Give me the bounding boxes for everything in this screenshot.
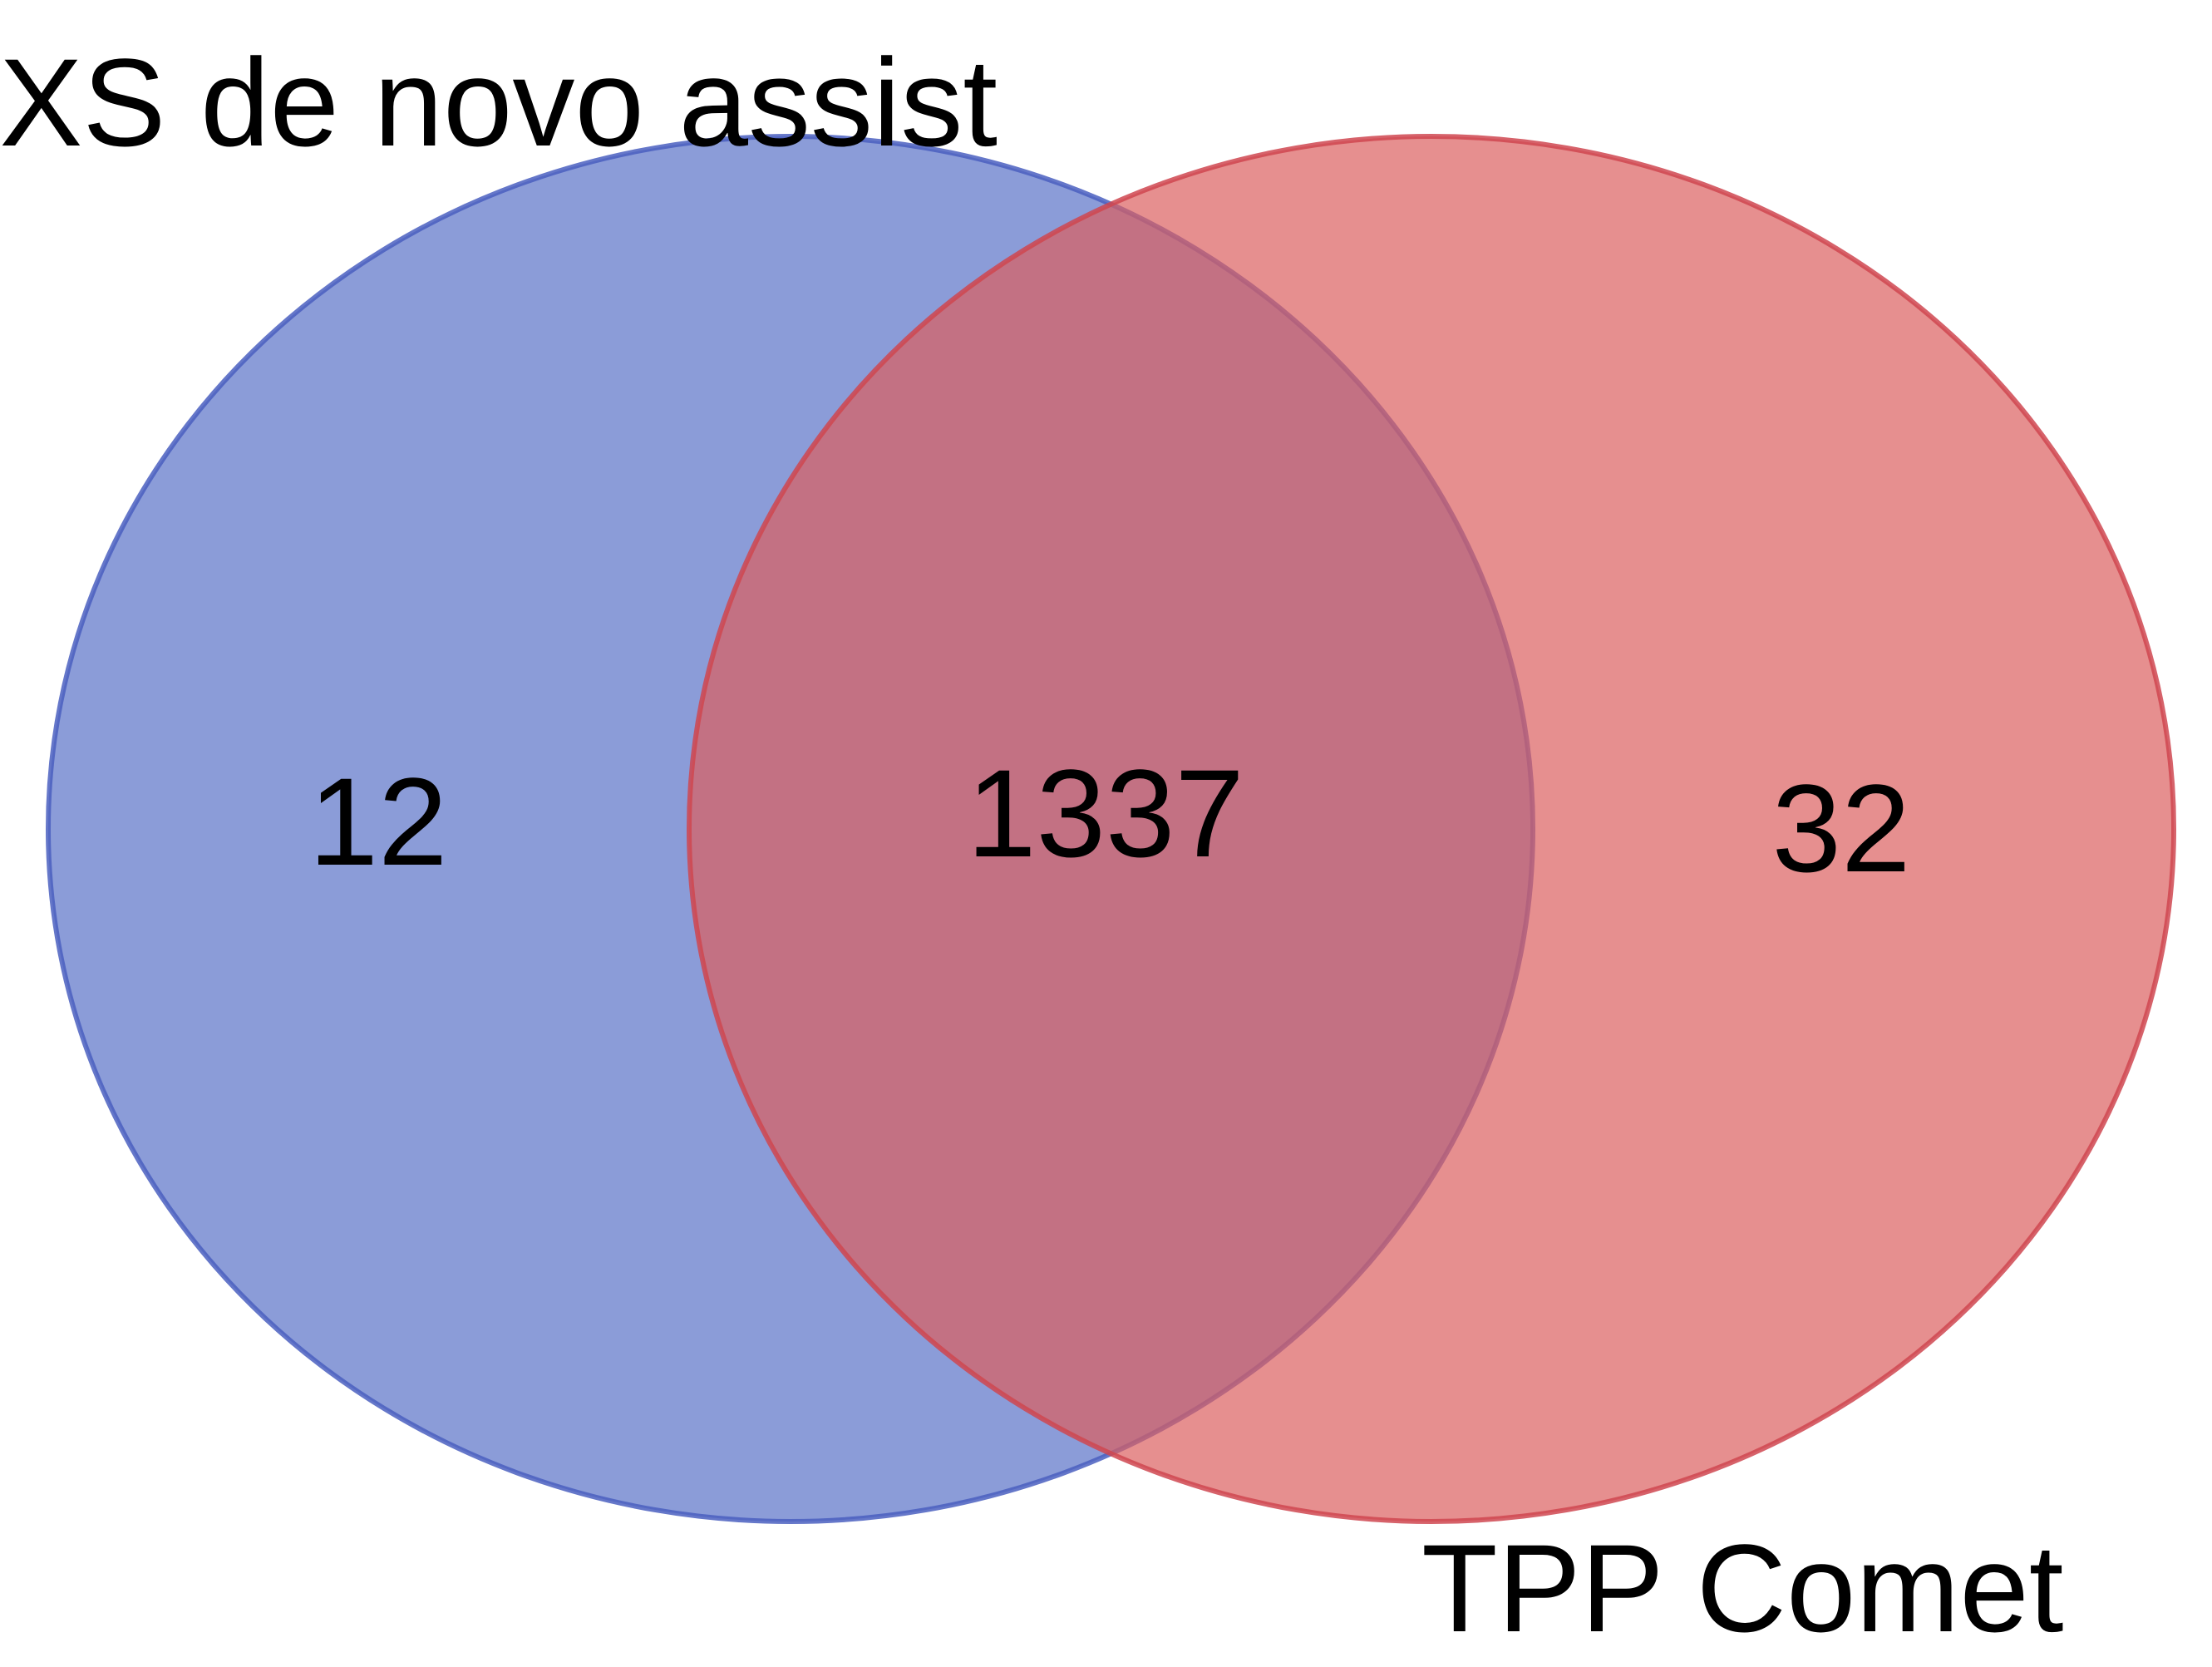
intersection-count: 1337 <box>967 743 1244 883</box>
only-b-count: 32 <box>1772 758 1911 898</box>
set-b-label: TPP Comet <box>1421 1518 2064 1658</box>
only-a-count: 12 <box>309 752 448 891</box>
set-a-label: XS de novo assist <box>0 32 998 172</box>
set-b-circle <box>687 134 2176 1524</box>
